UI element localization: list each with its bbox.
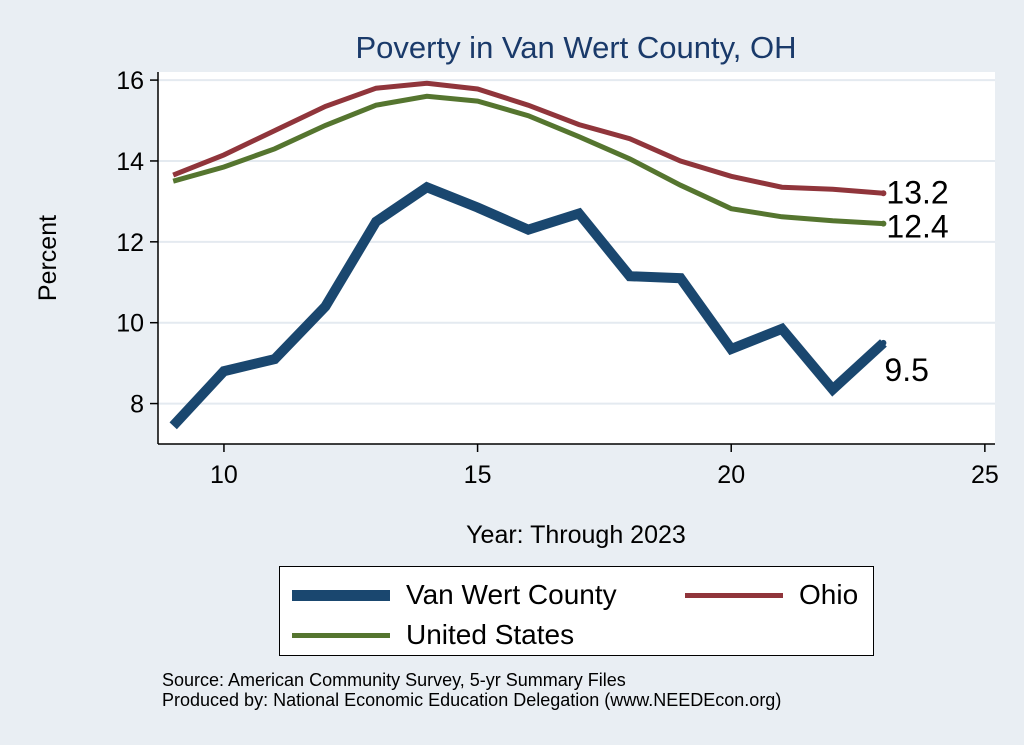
axes: 8 10 12 14 16 10 15 20 25 [116, 67, 999, 489]
end-labels: 13.212.4 9.5 [884, 174, 948, 388]
x-tick-label-20: 20 [717, 461, 745, 489]
gridlines [158, 79, 995, 405]
y-axis-title: Percent [34, 215, 62, 301]
y-tick-label-10: 10 [116, 310, 144, 338]
x-axis-title: Year: Through 2023 [466, 521, 686, 549]
y-tick-label-8: 8 [130, 391, 144, 419]
series-lines [169, 80, 887, 430]
legend-swatch-united-states [292, 632, 390, 638]
source-line-2: Produced by: National Economic Education… [162, 690, 782, 710]
y-tick-label-14: 14 [116, 148, 144, 176]
end-label-united-states: 12.4 [886, 209, 948, 245]
legend-swatch-ohio [685, 592, 783, 598]
end-label-van-wert-county: 9.5 [884, 352, 928, 388]
y-tick-label-16: 16 [116, 67, 144, 95]
end-label-ohio: 13.2 [886, 174, 948, 210]
y-tick-label-12: 12 [116, 229, 144, 257]
legend-label-van-wert: Van Wert County [406, 579, 617, 610]
x-tick-label-15: 15 [464, 461, 492, 489]
legend: Van Wert County Ohio United States [279, 566, 874, 656]
x-tick-label-25: 25 [971, 461, 999, 489]
chart-title: Poverty in Van Wert County, OH [355, 30, 796, 65]
legend-label-ohio: Ohio [799, 579, 859, 610]
legend-label-united-states: United States [406, 619, 575, 650]
legend-item-van-wert: Van Wert County [292, 577, 617, 613]
source-line-1: Source: American Community Survey, 5-yr … [162, 670, 626, 690]
legend-swatch-van-wert [292, 589, 390, 601]
end-marker-united-states [880, 220, 887, 227]
source-note: Source: American Community Survey, 5-yr … [162, 670, 781, 710]
legend-item-united-states: United States [292, 617, 574, 653]
x-tick-label-10: 10 [210, 461, 238, 489]
legend-item-ohio: Ohio [685, 577, 858, 613]
end-marker-van-wert-county [880, 339, 887, 346]
end-marker-ohio [880, 190, 887, 197]
